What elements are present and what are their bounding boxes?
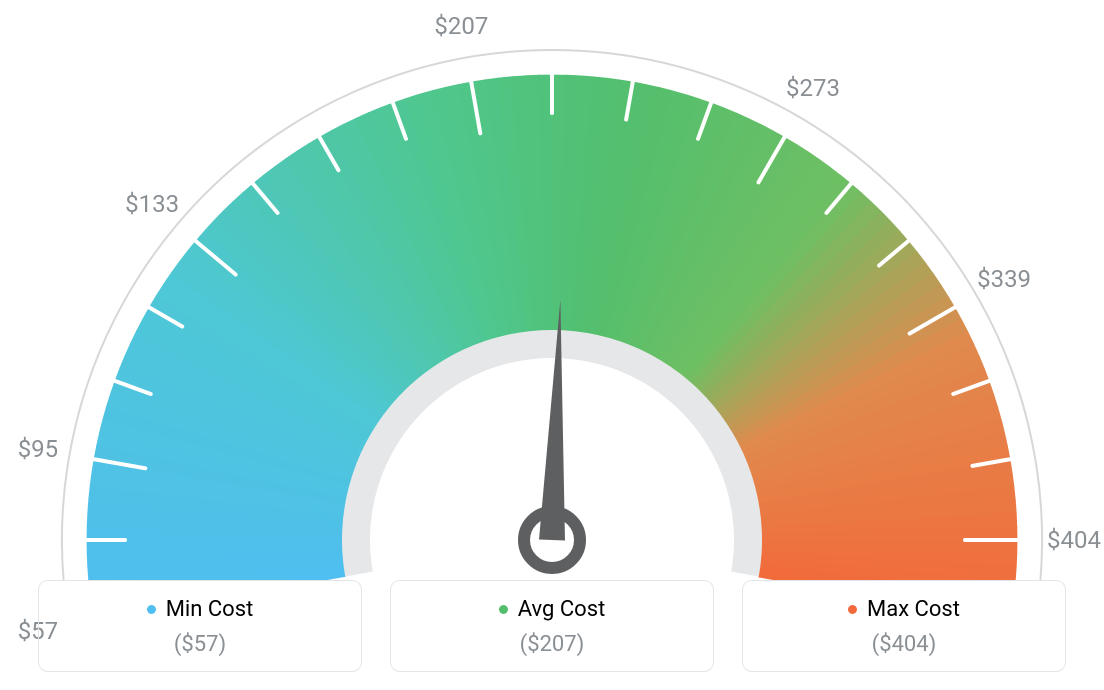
- gauge-tick-label: $339: [977, 265, 1031, 293]
- gauge-tick-label: $95: [18, 435, 58, 463]
- gauge-tick-label: $207: [434, 12, 488, 40]
- legend-title-avg: Avg Cost: [499, 597, 606, 622]
- gauge-tick-label: $133: [125, 190, 179, 218]
- legend-value: ($207): [401, 632, 703, 657]
- legend-label: Max Cost: [867, 597, 960, 622]
- gauge-tick-label: $273: [786, 74, 840, 102]
- legend-label: Avg Cost: [518, 597, 606, 622]
- dot-icon: [848, 605, 857, 614]
- legend-card-avg: Avg Cost ($207): [390, 580, 714, 672]
- legend-title-min: Min Cost: [147, 597, 254, 622]
- legend-card-max: Max Cost ($404): [742, 580, 1066, 672]
- legend-value: ($57): [49, 632, 351, 657]
- gauge-tick-label: $404: [1047, 526, 1101, 554]
- legend-label: Min Cost: [166, 597, 254, 622]
- gauge-svg: [0, 0, 1104, 580]
- legend-value: ($404): [753, 632, 1055, 657]
- dot-icon: [499, 605, 508, 614]
- cost-gauge: $57$95$133$207$273$339$404: [0, 0, 1104, 580]
- legend-card-min: Min Cost ($57): [38, 580, 362, 672]
- dot-icon: [147, 605, 156, 614]
- legend-row: Min Cost ($57) Avg Cost ($207) Max Cost …: [38, 580, 1066, 672]
- legend-title-max: Max Cost: [848, 597, 960, 622]
